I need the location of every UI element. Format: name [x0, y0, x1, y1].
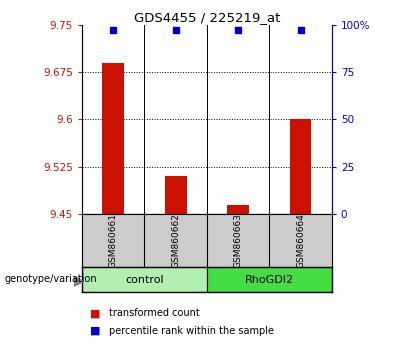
- Bar: [102, 63, 124, 214]
- Title: GDS4455 / 225219_at: GDS4455 / 225219_at: [134, 11, 280, 24]
- Text: ■: ■: [90, 326, 101, 336]
- Bar: [290, 119, 312, 214]
- Text: genotype/variation: genotype/variation: [4, 274, 97, 284]
- Text: GSM860664: GSM860664: [296, 213, 305, 268]
- Point: [110, 28, 116, 33]
- Bar: [227, 205, 249, 214]
- Text: transformed count: transformed count: [109, 308, 200, 318]
- Text: RhoGDI2: RhoGDI2: [245, 275, 294, 285]
- Bar: [82, 267, 207, 292]
- Bar: [207, 267, 332, 292]
- Text: GSM860663: GSM860663: [234, 213, 243, 268]
- Polygon shape: [74, 276, 84, 286]
- Point: [235, 28, 242, 33]
- Bar: [165, 176, 186, 214]
- Text: control: control: [125, 275, 164, 285]
- Text: percentile rank within the sample: percentile rank within the sample: [109, 326, 274, 336]
- Point: [172, 28, 179, 33]
- Text: GSM860661: GSM860661: [109, 213, 118, 268]
- Text: GSM860662: GSM860662: [171, 213, 180, 268]
- Point: [297, 28, 304, 33]
- Text: ■: ■: [90, 308, 101, 318]
